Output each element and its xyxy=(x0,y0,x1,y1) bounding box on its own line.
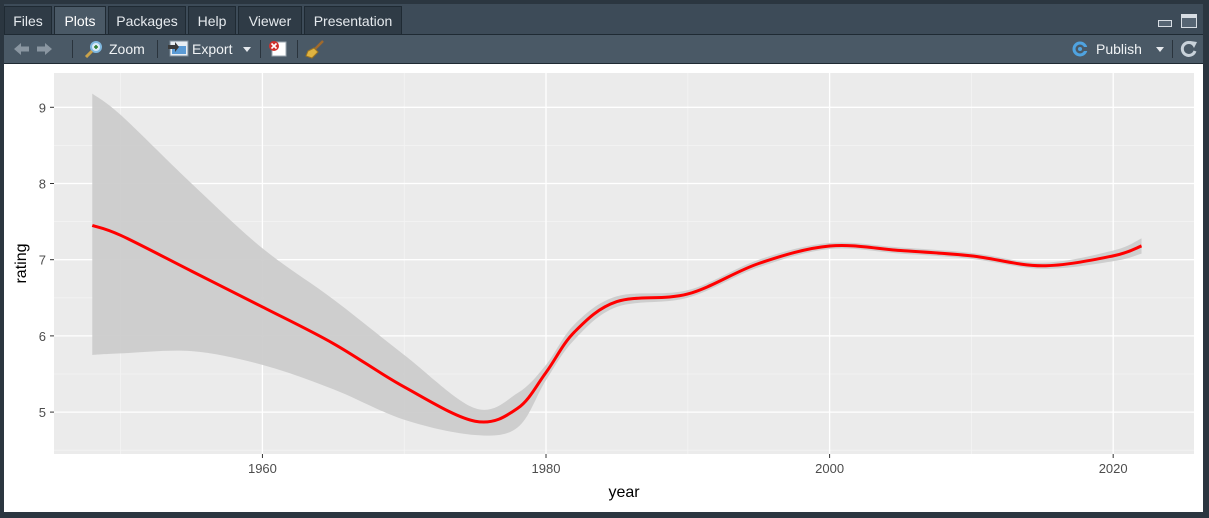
remove-plot-icon[interactable] xyxy=(268,40,288,58)
toolbar-separator xyxy=(297,40,298,58)
tab-viewer[interactable]: Viewer xyxy=(238,6,302,34)
chevron-down-icon xyxy=(1156,47,1164,52)
export-label: Export xyxy=(192,41,233,57)
y-tick-label: 6 xyxy=(39,329,46,344)
x-tick-label: 2000 xyxy=(815,461,844,476)
tab-files[interactable]: Files xyxy=(4,6,52,34)
tab-presentation[interactable]: Presentation xyxy=(304,6,402,34)
plots-toolbar: Zoom Export xyxy=(4,35,1203,64)
chevron-down-icon xyxy=(243,47,251,52)
x-axis-title: year xyxy=(608,484,640,501)
export-menu-button[interactable]: Export xyxy=(167,35,255,63)
toolbar-separator xyxy=(72,40,73,58)
y-tick-label: 7 xyxy=(39,253,46,268)
pane-tab-bar: Files Plots Packages Help Viewer Present… xyxy=(4,4,1203,35)
y-tick-label: 5 xyxy=(39,405,46,420)
zoom-button[interactable]: Zoom xyxy=(82,35,152,63)
broom-icon[interactable] xyxy=(305,39,325,59)
arrow-right-icon[interactable] xyxy=(36,41,54,57)
x-tick-label: 1980 xyxy=(532,461,561,476)
y-axis: 5 6 7 8 9 xyxy=(39,100,54,420)
y-tick-label: 8 xyxy=(39,176,46,191)
minimize-icon[interactable] xyxy=(1157,14,1173,28)
smooth-line xyxy=(91,223,1143,424)
toolbar-separator xyxy=(260,40,261,58)
confidence-band xyxy=(92,93,1142,436)
publish-label: Publish xyxy=(1096,41,1142,57)
tab-plots[interactable]: Plots xyxy=(54,6,106,34)
export-icon xyxy=(168,40,189,57)
maximize-icon[interactable] xyxy=(1181,14,1197,28)
refresh-icon[interactable] xyxy=(1179,39,1199,59)
x-tick-label: 2020 xyxy=(1099,461,1128,476)
publish-menu-button[interactable]: Publish xyxy=(1072,35,1166,63)
tab-help[interactable]: Help xyxy=(188,6,236,34)
y-tick-label: 9 xyxy=(39,100,46,115)
zoom-label: Zoom xyxy=(109,41,145,57)
zoom-icon xyxy=(84,41,102,58)
y-axis-title: rating xyxy=(13,243,30,283)
toolbar-separator xyxy=(157,40,158,58)
x-tick-label: 1960 xyxy=(248,461,277,476)
smoothed-rating-chart: 1960 1980 2000 2020 5 6 7 8 9 year rating xyxy=(13,73,1194,501)
tab-packages[interactable]: Packages xyxy=(108,6,186,34)
toolbar-separator xyxy=(1172,40,1173,58)
publish-icon xyxy=(1072,41,1089,57)
arrow-left-icon[interactable] xyxy=(12,41,30,57)
plot-viewer: 1960 1980 2000 2020 5 6 7 8 9 year rating xyxy=(4,64,1203,512)
x-axis: 1960 1980 2000 2020 xyxy=(248,454,1128,476)
